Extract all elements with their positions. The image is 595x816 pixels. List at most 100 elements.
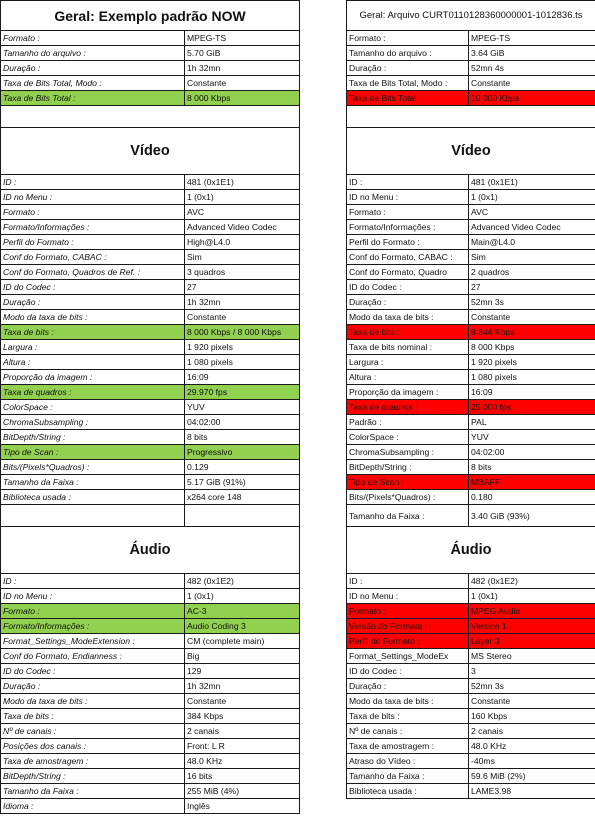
field-value: Big [184, 648, 300, 664]
video-row: ID do Codec :27 [346, 279, 595, 295]
video-row: Largura :1 920 pixels [346, 354, 595, 370]
field-label: Proporção da imagem : [346, 384, 469, 400]
audio-row: Formato : AC-3 [0, 603, 300, 619]
field-value: AC-3 [184, 603, 300, 619]
geral-row: Tamanho do arquivo :5.70 GiB [0, 45, 300, 61]
audio-row: Posições dos canais : Front: L R [0, 738, 300, 754]
video-row: ChromaSubsampling :04:02:00 [0, 414, 300, 430]
field-value: 27 [468, 279, 595, 295]
field-label: Taxa de bits nominal : [346, 339, 469, 355]
field-label: Perfil do Formato : [0, 234, 185, 250]
field-value: 25.000 fps [468, 399, 595, 415]
field-value: 481 (0x1E1) [184, 174, 300, 190]
field-label: ID no Menu : [346, 588, 469, 604]
field-value: Sim [184, 249, 300, 265]
field-label: Modo da taxa de bits : [346, 693, 469, 709]
video-row: Taxa de bits :9 344 Kbps [346, 324, 595, 340]
field-value: MBAFF [468, 474, 595, 490]
field-value: Main@L4.0 [468, 234, 595, 250]
video-row: Taxa de quadros :25.000 fps [346, 399, 595, 415]
audio-row: ID :482 (0x1E2) [0, 573, 300, 589]
field-label: Formato : [346, 204, 469, 220]
field-value: 1 920 pixels [184, 339, 300, 355]
field-value: MPEG-TS [184, 30, 300, 46]
field-value: 04:02:00 [184, 414, 300, 430]
field-label: Taxa de bits : [0, 708, 185, 724]
video-row: Bits/(Pixels*Quadros) :0.129 [0, 459, 300, 475]
audio-row: Atraso do Vídeo : -40ms [346, 753, 595, 769]
field-value: Front: L R [184, 738, 300, 754]
field-value: 29.970 fps [184, 384, 300, 400]
audio-row: Formato/Informações : Audio Coding 3 [0, 618, 300, 634]
field-label: Bits/(Pixels*Quadros) : [346, 489, 469, 505]
general-title: Geral: Arquivo CURT0110128360000001-1012… [346, 0, 595, 31]
geral-row: Tamanho do arquivo :3.64 GiB [346, 45, 595, 61]
field-value: 1 080 pixels [468, 369, 595, 385]
field-value: MPEG Audio [468, 603, 595, 619]
video-row: Conf do Formato, Quadro 2 quadros [346, 264, 595, 280]
field-value: 52mn 4s [468, 60, 595, 76]
field-value: Constante [468, 309, 595, 325]
field-value: Inglês [184, 798, 300, 814]
field-value: Constante [184, 75, 300, 91]
video-row: Duração :1h 32mn [0, 294, 300, 310]
field-value: 8 000 Kbps [468, 339, 595, 355]
field-label: Perfil do Formato : [346, 633, 469, 649]
field-label: Bits/(Pixels*Quadros) : [0, 459, 185, 475]
video-row: Taxa de quadros :29.970 fps [0, 384, 300, 400]
geral-row: Taxa de Bits Total, Modo : Constante [346, 75, 595, 91]
field-label: Conf do Formato, CABAC : [0, 249, 185, 265]
field-label: Altura : [0, 354, 185, 370]
field-label: Largura : [0, 339, 185, 355]
field-label: ID do Codec : [0, 663, 185, 679]
field-value: Version 1 [468, 618, 595, 634]
field-label: Formato/Informações : [0, 219, 185, 235]
field-label: Taxa de bits : [346, 708, 469, 724]
field-value: 482 (0x1E2) [468, 573, 595, 589]
field-label: BitDepth/String : [346, 459, 469, 475]
video-row: Taxa de bits :8 000 Kbps / 8 000 Kbps [0, 324, 300, 340]
video-row: Modo da taxa de bits : Constante [346, 309, 595, 325]
geral-row: Taxa de Bits Total, Modo : Constante [0, 75, 300, 91]
field-value: x264 core 148 [184, 489, 300, 505]
video-row: Conf do Formato, CABAC : Sim [0, 249, 300, 265]
video-row: Formato : AVC [0, 204, 300, 220]
video-section-title: Vídeo [346, 127, 595, 175]
field-value: 2 canais [468, 723, 595, 739]
field-value: 5.70 GiB [184, 45, 300, 61]
field-value: 384 Kbps [184, 708, 300, 724]
field-label: Taxa de Bits Total : [0, 90, 185, 106]
field-label: ColorSpace : [346, 429, 469, 445]
field-label: Formato : [346, 603, 469, 619]
field-label: Duração : [346, 60, 469, 76]
field-label: Modo da taxa de bits : [0, 309, 185, 325]
video-row: BitDepth/String :8 bits [346, 459, 595, 475]
video-row: Formato : AVC [346, 204, 595, 220]
geral-row: Taxa de Bits Total :8 000 Kbps [0, 90, 300, 106]
audio-row: Modo da taxa de bits : Constante [0, 693, 300, 709]
field-value: Audio Coding 3 [184, 618, 300, 634]
field-label: Tamanho do arquivo : [346, 45, 469, 61]
audio-row: Taxa de amostragem :48.0 KHz [346, 738, 595, 754]
geral-row: Duração :1h 32mn [0, 60, 300, 76]
video-row: Taxa de bits nominal :8 000 Kbps [346, 339, 595, 355]
field-value: AVC [184, 204, 300, 220]
audio-row: Perfil do Formato : Layer 3 [346, 633, 595, 649]
field-value: YUV [184, 399, 300, 415]
field-label: ID no Menu : [0, 189, 185, 205]
field-label: Perfil do Formato : [346, 234, 469, 250]
field-value: 48.0 KHz [184, 753, 300, 769]
audio-row: Taxa de amostragem :48.0 KHz [0, 753, 300, 769]
field-label: Duração : [346, 678, 469, 694]
field-value: 1h 32mn [184, 60, 300, 76]
field-label: Formato : [0, 30, 185, 46]
audio-row: Modo da taxa de bits : Constante [346, 693, 595, 709]
audio-row: ID no Menu :1 (0x1) [346, 588, 595, 604]
field-label: Taxa de quadros : [346, 399, 469, 415]
field-value: 59.6 MiB (2%) [468, 768, 595, 784]
field-value: 1h 32mn [184, 678, 300, 694]
field-label: Nº de canais : [0, 723, 185, 739]
video-row: ID :481 (0x1E1) [346, 174, 595, 190]
field-value: 129 [184, 663, 300, 679]
field-value: Constante [184, 693, 300, 709]
